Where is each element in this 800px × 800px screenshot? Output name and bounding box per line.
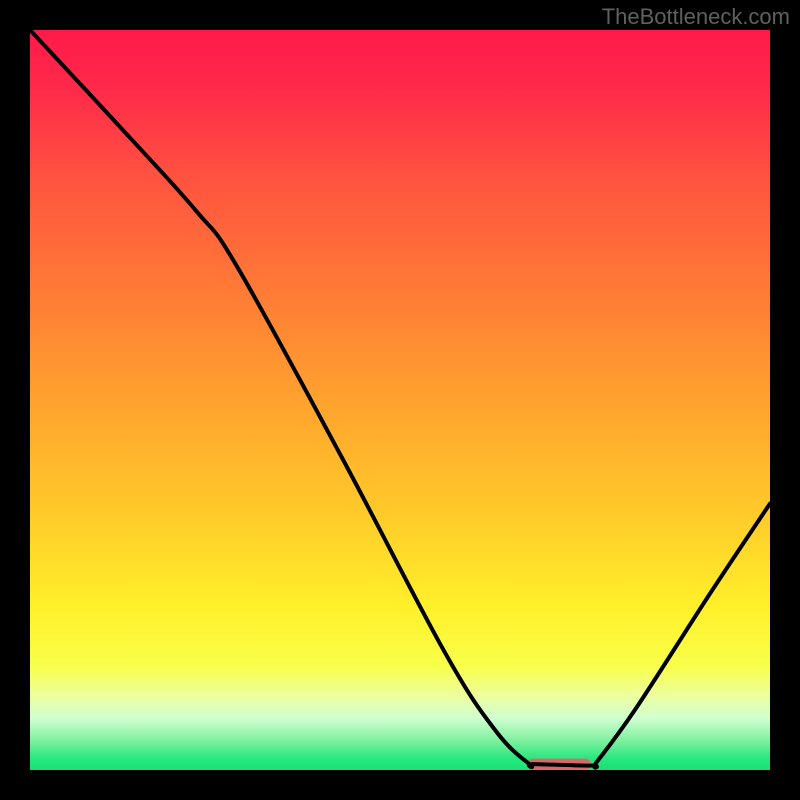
chart-container: TheBottleneck.com: [0, 0, 800, 800]
plot-area: [30, 30, 770, 770]
watermark-text: TheBottleneck.com: [602, 4, 790, 30]
curve-layer: [30, 30, 770, 770]
bottleneck-curve: [30, 30, 770, 768]
